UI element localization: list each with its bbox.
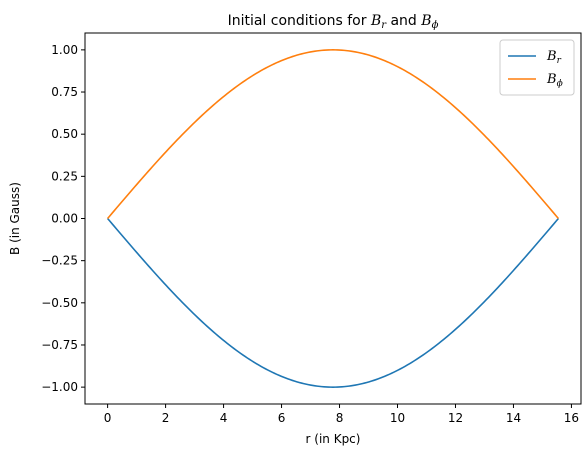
title-sym2: B bbox=[420, 13, 431, 29]
title-sub2: ϕ bbox=[432, 20, 439, 31]
x-tick-label: 6 bbox=[278, 411, 286, 425]
x-tick-label: 12 bbox=[448, 411, 463, 425]
x-tick-label: 10 bbox=[390, 411, 405, 425]
x-tick-label: 0 bbox=[104, 411, 112, 425]
y-tick-label: 0.25 bbox=[51, 169, 78, 183]
legend-box bbox=[499, 39, 575, 96]
y-tick-label: 0.75 bbox=[51, 85, 78, 99]
title-sym1: B bbox=[370, 13, 381, 29]
y-tick-label: −0.50 bbox=[41, 296, 78, 310]
x-tick-label: 16 bbox=[564, 411, 579, 425]
chart-title: Initial conditions for Br and Bϕ bbox=[228, 13, 439, 31]
y-axis-ticks: −1.00 −0.75 −0.50 −0.25 0.00 0.25 0.50 0.75 1.00 bbox=[41, 43, 85, 394]
y-tick-label: −0.75 bbox=[41, 338, 78, 352]
legend-label-b-r: Br bbox=[546, 49, 562, 66]
x-tick-label: 14 bbox=[506, 411, 521, 425]
x-axis-label: r (in Kpc) bbox=[306, 432, 361, 446]
series-lines bbox=[107, 49, 559, 388]
x-tick-label: 4 bbox=[220, 411, 228, 425]
series-line-b-phi bbox=[107, 49, 559, 220]
x-axis-ticks: 0 2 4 6 8 10 12 14 16 bbox=[104, 404, 579, 425]
x-tick-label: 2 bbox=[162, 411, 170, 425]
title-main: Initial conditions for bbox=[228, 13, 371, 29]
title-sub1: r bbox=[381, 20, 387, 31]
y-tick-label: 0.50 bbox=[51, 127, 78, 141]
y-tick-label: 1.00 bbox=[51, 43, 78, 57]
y-tick-label: −0.25 bbox=[41, 254, 78, 268]
y-tick-label: 0.00 bbox=[51, 212, 78, 226]
legend: Br Bϕ bbox=[499, 39, 575, 96]
legend-label-b-phi: Bϕ bbox=[546, 72, 563, 89]
series-line-b-r bbox=[107, 217, 559, 388]
y-axis-label: B (in Gauss) bbox=[8, 182, 22, 255]
y-tick-label: −1.00 bbox=[41, 380, 78, 394]
x-tick-label: 8 bbox=[336, 411, 344, 425]
title-mid: and bbox=[386, 13, 421, 29]
